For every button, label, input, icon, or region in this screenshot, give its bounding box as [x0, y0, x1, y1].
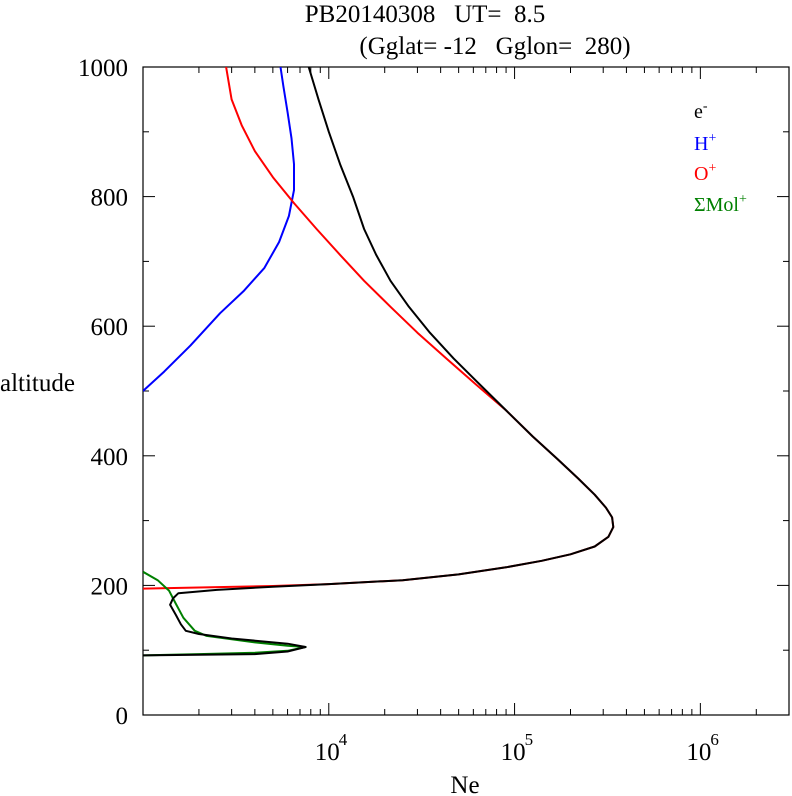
axis-ticks — [142, 66, 790, 716]
plot-frame — [142, 66, 790, 716]
x-axis-label: Ne — [450, 772, 479, 796]
y-tick-label: 0 — [116, 703, 129, 730]
legend-item: H+ — [694, 131, 716, 155]
x-tick-label-exponent: 6 — [710, 730, 719, 749]
x-tick-label: 10 — [686, 739, 711, 766]
x-tick-label-exponent: 4 — [339, 730, 348, 749]
y-tick-label: 600 — [91, 314, 129, 341]
legend-item: e- — [694, 99, 708, 123]
series-line-1 — [143, 67, 295, 392]
x-tick-label-exponent: 5 — [525, 730, 534, 749]
chart-title-line2: (Gglat= -12 Gglon= 280) — [359, 33, 630, 60]
y-tick-label: 400 — [91, 444, 129, 471]
y-tick-label: 800 — [91, 185, 129, 212]
series-lines — [143, 67, 615, 657]
x-tick-labels: 10 4 105 10 6 — [315, 730, 719, 766]
legend-item: ΣMol+ — [694, 192, 747, 216]
series-line-2 — [143, 67, 615, 590]
series-line-0 — [143, 67, 615, 657]
y-tick-labels: 0 200 400 600 800 1000 — [78, 55, 128, 730]
chart-title-line1: PB20140308 UT= 8.5 — [305, 1, 546, 28]
y-axis-label: altitude — [0, 370, 75, 397]
y-tick-label: 200 — [91, 573, 129, 600]
x-tick-label: 10 — [315, 739, 340, 766]
legend-item: O+ — [694, 161, 716, 185]
y-tick-label: 1000 — [78, 55, 128, 82]
legend: e- H+ O+ ΣMol+ — [694, 99, 747, 216]
x-tick-label: 10 — [501, 739, 526, 766]
